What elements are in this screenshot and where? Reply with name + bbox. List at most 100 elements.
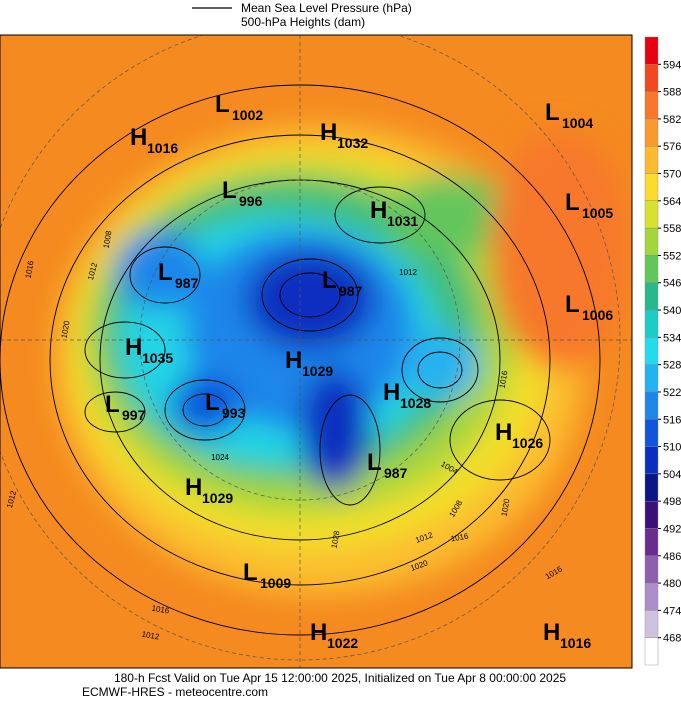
center-letter: H — [383, 379, 400, 406]
center-pressure: 1032 — [337, 135, 368, 151]
contour-label: 1016 — [450, 531, 470, 543]
contour-label: 1012 — [141, 630, 161, 642]
colorbar-label: 522 — [663, 387, 681, 399]
center-letter: L — [565, 189, 580, 216]
center-pressure: 1016 — [560, 635, 591, 651]
map-frame — [0, 34, 633, 669]
colorbar-cell — [644, 364, 659, 393]
contour-label: 1016 — [151, 604, 171, 616]
colorbar-label: 486 — [663, 551, 681, 563]
center-letter: L — [222, 177, 237, 204]
footer-valid: 180-h Fcst Valid on Tue Apr 15 12:00:00 … — [114, 671, 566, 685]
colorbar-cell — [644, 473, 659, 502]
colorbar-cell — [644, 610, 659, 638]
colorbar-cell — [644, 146, 659, 174]
center-letter: L — [565, 291, 580, 318]
colorbar-label: 570 — [663, 169, 681, 181]
center-pressure: 1006 — [582, 307, 613, 323]
contour-label: 1028 — [330, 529, 342, 549]
center-pressure: 1002 — [232, 107, 263, 123]
center-pressure: 1005 — [582, 205, 613, 221]
colorbar-label: 516 — [663, 414, 681, 426]
colorbar-cell — [644, 255, 659, 283]
center-letter: L — [205, 389, 220, 416]
colorbar-cell — [644, 337, 659, 365]
center-letter: L — [367, 449, 382, 476]
center-pressure: 1029 — [302, 363, 333, 379]
colorbar-label: 552 — [663, 250, 681, 262]
contour-label: 1016 — [24, 259, 36, 279]
center-pressure: 1029 — [202, 490, 233, 506]
center-letter: H — [285, 347, 302, 374]
colorbar-cell — [644, 500, 659, 529]
center-pressure: 1004 — [562, 115, 593, 131]
colorbar-cell — [644, 200, 659, 229]
contour-label: 1012 — [399, 268, 417, 277]
colorbar-label: 576 — [663, 141, 681, 153]
center-letter: H — [370, 197, 387, 224]
footer-source: ECMWF-HRES - meteocentre.com — [82, 685, 268, 699]
center-letter: L — [545, 99, 560, 126]
colorbar-label: 534 — [663, 332, 681, 344]
center-pressure: 996 — [239, 193, 263, 209]
center-letter: H — [310, 619, 327, 646]
center-pressure: 1035 — [142, 350, 173, 366]
contour-label: 1016 — [498, 369, 510, 389]
center-letter: L — [105, 391, 120, 418]
colorbar-cell — [644, 555, 659, 584]
colorbar-label: 498 — [663, 496, 681, 508]
colorbar-cell — [644, 391, 659, 420]
center-pressure: 987 — [175, 275, 199, 291]
center-pressure: 1016 — [147, 140, 178, 156]
legend-heights: 500-hPa Heights (dam) — [241, 15, 365, 29]
colorbar-cell — [644, 227, 659, 256]
center-pressure: 1028 — [400, 395, 431, 411]
center-pressure: 987 — [384, 465, 408, 481]
colorbar-label: 474 — [663, 605, 681, 617]
contour-label: 1024 — [211, 453, 229, 462]
center-letter: H — [185, 474, 202, 501]
contour-label: 1008 — [102, 229, 114, 249]
center-letter: L — [243, 559, 258, 586]
colorbar-label: 540 — [663, 305, 681, 317]
colorbar-label: 558 — [663, 223, 681, 235]
colorbar-cell — [644, 419, 659, 447]
center-letter: L — [158, 259, 173, 286]
colorbar-cell — [644, 282, 659, 311]
center-letter: H — [543, 619, 560, 646]
center-pressure: 993 — [222, 405, 246, 421]
center-letter: L — [215, 91, 230, 118]
center-pressure: 1026 — [512, 435, 543, 451]
colorbar-label: 510 — [663, 442, 681, 454]
colorbar-label: 582 — [663, 114, 681, 126]
colorbar-cell — [644, 309, 659, 338]
colorbar-label: 588 — [663, 87, 681, 99]
colorbar-label: 528 — [663, 360, 681, 372]
center-pressure: 1031 — [387, 213, 418, 229]
graticule — [0, 35, 632, 668]
center-letter: H — [495, 419, 512, 446]
colorbar-label: 480 — [663, 578, 681, 590]
contour-label: 1020 — [500, 497, 512, 517]
colorbar-cell — [644, 64, 659, 92]
center-pressure: 1022 — [327, 635, 358, 651]
center-pressure: 1009 — [260, 575, 291, 591]
map: 1016 101210081020101210161012102410121016… — [0, 35, 632, 668]
colorbar-label: 594 — [663, 59, 681, 71]
colorbar-cell — [644, 446, 659, 475]
colorbar-cell — [644, 173, 659, 202]
colorbar-label: 504 — [663, 469, 681, 481]
colorbar-cell — [644, 637, 659, 666]
center-pressure: 997 — [122, 407, 146, 423]
center-letter: H — [125, 334, 142, 361]
legend-mslp: Mean Sea Level Pressure (hPa) — [241, 1, 412, 15]
colorbar-cell — [644, 582, 659, 611]
colorbar-cell — [644, 91, 659, 120]
center-letter: L — [322, 267, 337, 294]
colorbar: 594 588 582 576 570 564 558 552 546 540 534 528 522 5… — [644, 36, 681, 666]
center-letter: H — [320, 119, 337, 146]
colorbar-label: 468 — [663, 633, 681, 645]
colorbar-label: 492 — [663, 523, 681, 535]
colorbar-cell — [644, 36, 659, 65]
